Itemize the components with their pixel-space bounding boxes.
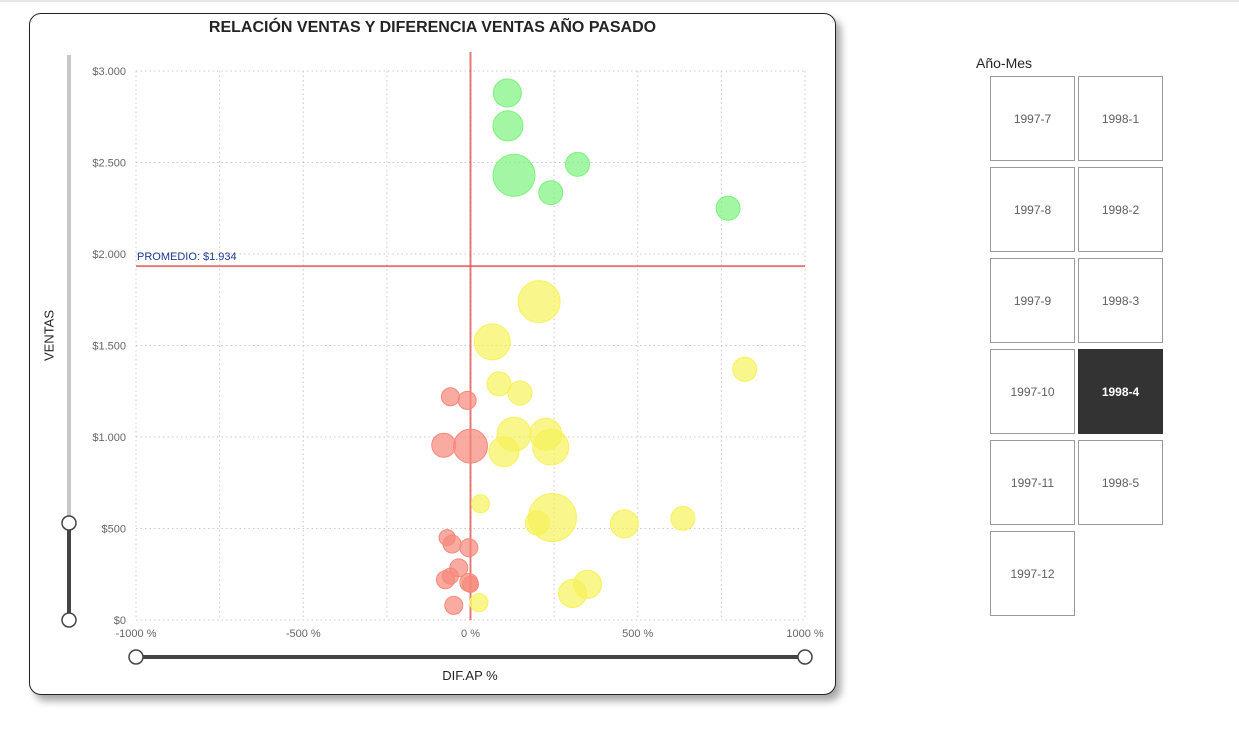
data-point[interactable] xyxy=(492,110,524,142)
y-tick-label: $0 xyxy=(114,615,126,627)
data-point[interactable] xyxy=(538,180,564,206)
x-tick-label: 500 % xyxy=(622,628,653,640)
data-point[interactable] xyxy=(444,595,464,615)
data-point[interactable] xyxy=(431,432,457,458)
y-zoom-handle-top[interactable] xyxy=(61,515,77,531)
data-point[interactable] xyxy=(732,356,758,382)
data-points xyxy=(431,78,758,615)
slicer-tile-1998-1[interactable]: 1998-1 xyxy=(1078,76,1163,161)
slicer-tile-1997-8[interactable]: 1997-8 xyxy=(990,167,1075,252)
data-point[interactable] xyxy=(524,510,550,536)
data-point[interactable] xyxy=(462,575,479,593)
slicer-tile-1997-7[interactable]: 1997-7 xyxy=(990,76,1075,161)
data-point[interactable] xyxy=(459,538,479,558)
x-zoom-handle-right[interactable] xyxy=(797,649,813,665)
slicer-tile-1998-2[interactable]: 1998-2 xyxy=(1078,167,1163,252)
slicer-title: Año-Mes xyxy=(976,55,1033,71)
x-axis-title: DIF.AP % xyxy=(442,668,498,683)
slicer-tile-1997-12[interactable]: 1997-12 xyxy=(990,531,1075,616)
y-zoom-handle-bottom[interactable] xyxy=(61,612,77,628)
data-point[interactable] xyxy=(457,390,477,410)
slicer-tile-1997-11[interactable]: 1997-11 xyxy=(990,440,1075,525)
x-tick-label: 0 % xyxy=(461,628,480,640)
data-point[interactable] xyxy=(558,578,588,608)
data-point[interactable] xyxy=(565,151,591,177)
y-tick-label: $3.000 xyxy=(92,66,126,78)
x-zoom-handle-left[interactable] xyxy=(128,649,144,665)
data-point[interactable] xyxy=(492,153,536,197)
x-axis-ticks: -1000 % -500 % 0 % 500 % 1000 % xyxy=(116,628,824,640)
slicer-tile-1997-10[interactable]: 1997-10 xyxy=(990,349,1075,434)
slicer-tile-1997-9[interactable]: 1997-9 xyxy=(990,258,1075,343)
top-divider xyxy=(0,0,1239,2)
data-point[interactable] xyxy=(442,534,462,554)
data-point[interactable] xyxy=(670,505,696,531)
average-label: PROMEDIO: $1.934 xyxy=(137,251,237,263)
data-point[interactable] xyxy=(486,371,512,397)
data-point[interactable] xyxy=(435,570,455,590)
y-tick-label: $2.500 xyxy=(92,158,126,170)
y-tick-label: $1.500 xyxy=(92,341,126,353)
data-point[interactable] xyxy=(715,195,741,221)
data-point[interactable] xyxy=(609,509,639,539)
data-point[interactable] xyxy=(469,593,489,613)
y-tick-label: $1.000 xyxy=(92,432,126,444)
data-point[interactable] xyxy=(492,78,522,108)
slicer-tile-1998-3[interactable]: 1998-3 xyxy=(1078,258,1163,343)
data-point[interactable] xyxy=(453,428,488,464)
data-point[interactable] xyxy=(473,323,511,361)
slicer-tile-1998-4[interactable]: 1998-4 xyxy=(1078,349,1163,434)
data-point[interactable] xyxy=(507,380,533,406)
data-point[interactable] xyxy=(517,280,561,324)
reference-lines: PROMEDIO: $1.934 xyxy=(136,52,805,620)
data-point[interactable] xyxy=(532,428,570,466)
y-tick-label: $2.000 xyxy=(92,249,126,261)
slicer-tile-1998-5[interactable]: 1998-5 xyxy=(1078,440,1163,525)
chart-title: RELACIÓN VENTAS Y DIFERENCIA VENTAS AÑO … xyxy=(208,19,657,36)
data-point[interactable] xyxy=(440,387,460,407)
y-tick-label: $500 xyxy=(102,524,126,536)
x-tick-label: 1000 % xyxy=(786,628,824,640)
scatter-chart-card xyxy=(29,13,836,695)
x-tick-label: -500 % xyxy=(286,628,321,640)
y-axis-ticks: $0 $500 $1.000 $1.500 $2.000 $2.500 $3.000 xyxy=(92,66,126,627)
data-point[interactable] xyxy=(488,436,520,468)
x-tick-label: -1000 % xyxy=(116,628,157,640)
data-point[interactable] xyxy=(471,494,491,514)
